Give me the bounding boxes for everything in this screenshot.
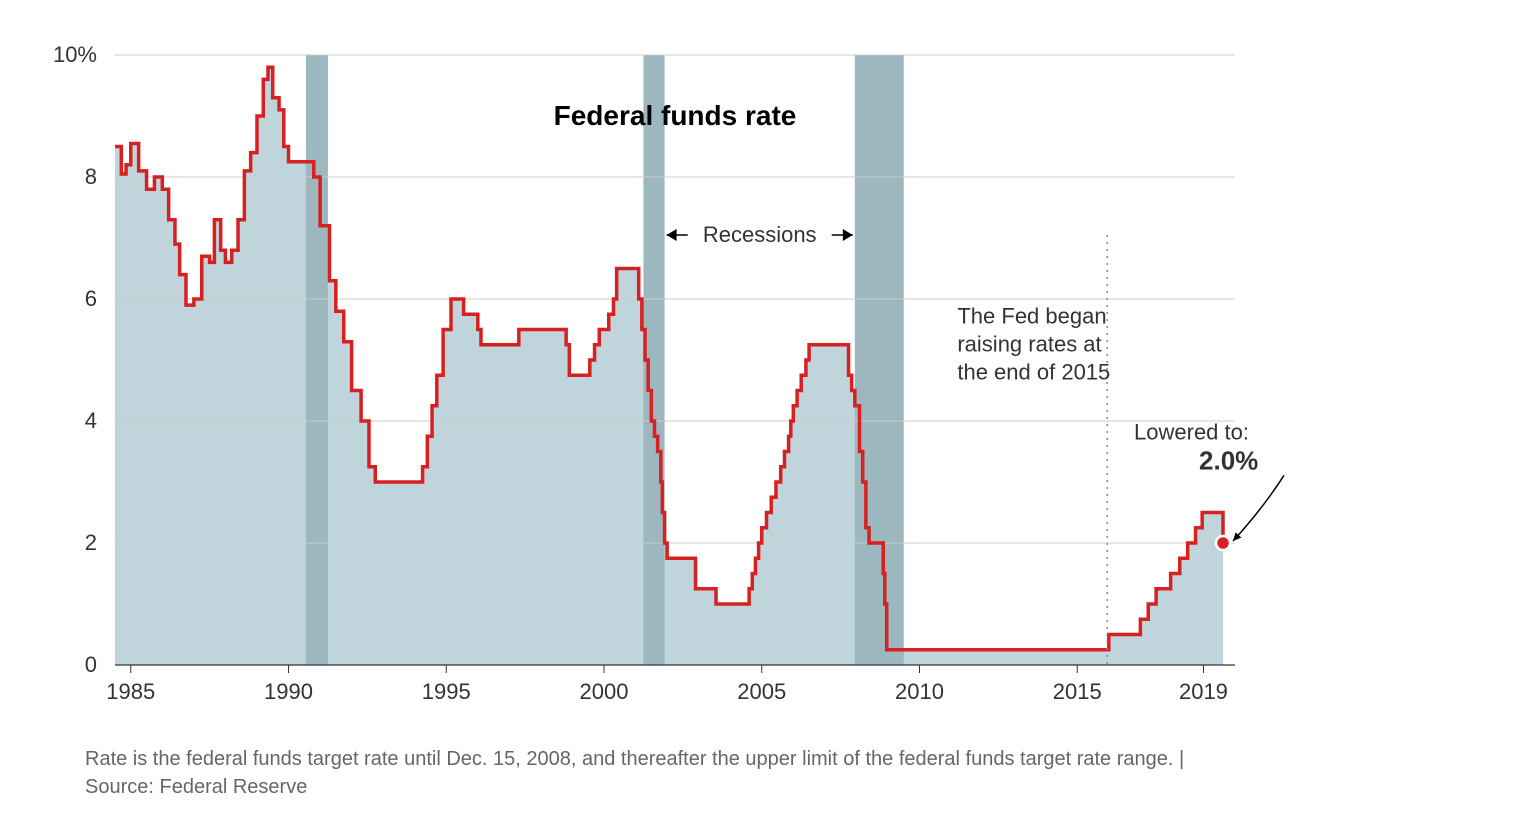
chart-container: 0 2 4 6 8 10% 1985 1990 1995 2000 2005 2010 2015 2019… xyxy=(0,0,1535,816)
chart-svg: 0 2 4 6 8 10% 1985 1990 1995 2000 2005 2010 2015 2019… xyxy=(0,0,1535,816)
x-tick-label: 2005 xyxy=(737,679,786,704)
y-tick-label: 4 xyxy=(85,408,97,433)
x-tick-label: 2015 xyxy=(1053,679,1102,704)
y-tick-label: 2 xyxy=(85,530,97,555)
y-tick-label: 6 xyxy=(85,286,97,311)
chart-title: Federal funds rate xyxy=(554,100,797,131)
x-tick-label: 2019 xyxy=(1179,679,1228,704)
fed-began-annotation: The Fed began xyxy=(957,303,1106,328)
x-tick-label: 1990 xyxy=(264,679,313,704)
x-tick-label: 2000 xyxy=(580,679,629,704)
y-tick-label: 8 xyxy=(85,164,97,189)
fed-began-annotation: the end of 2015 xyxy=(957,359,1110,384)
x-tick-label: 2010 xyxy=(895,679,944,704)
lowered-value: 2.0% xyxy=(1199,445,1258,475)
x-tick-label: 1985 xyxy=(106,679,155,704)
x-tick-label: 1995 xyxy=(422,679,471,704)
y-tick-label: 0 xyxy=(85,652,97,677)
recessions-label: Recessions xyxy=(703,222,817,247)
lowered-label: Lowered to: xyxy=(1134,419,1249,444)
end-point-marker xyxy=(1216,536,1230,550)
y-tick-label: 10% xyxy=(53,42,97,67)
chart-caption: Rate is the federal funds target rate un… xyxy=(85,745,1245,801)
fed-began-annotation: raising rates at xyxy=(957,331,1101,356)
